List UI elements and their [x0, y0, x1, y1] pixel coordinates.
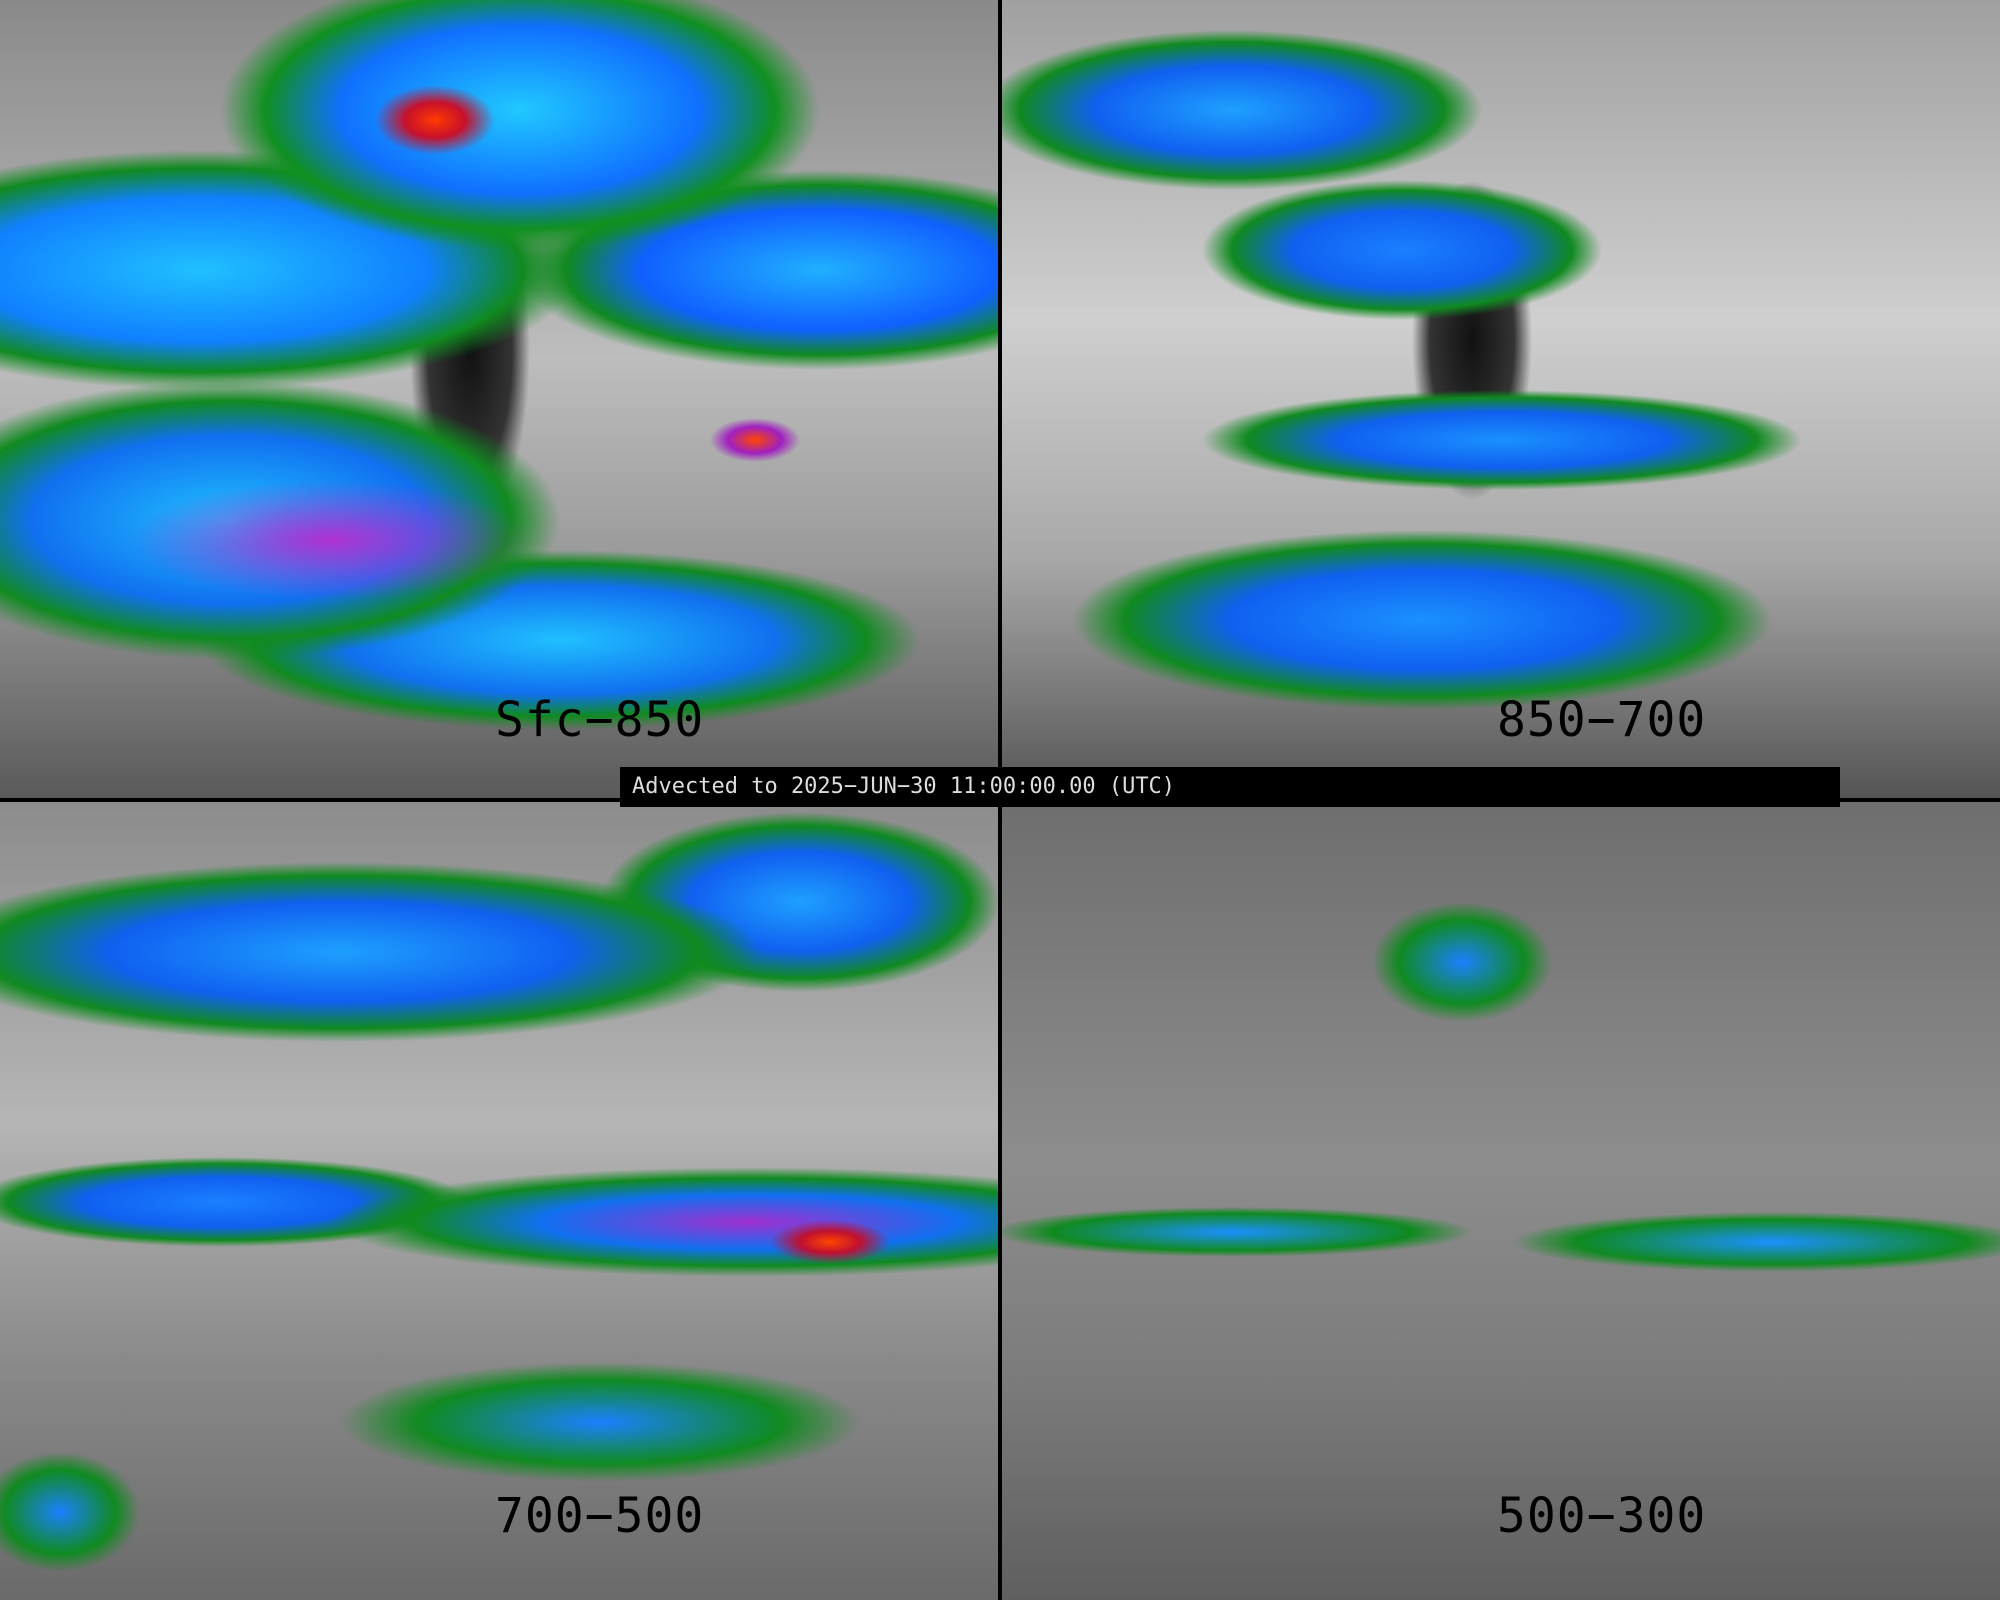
layer-label: 850−700: [1497, 692, 1707, 748]
map-panel-850-700: 850−700: [1002, 0, 2000, 798]
layer-label: 700−500: [495, 1488, 705, 1544]
layer-label: Sfc−850: [495, 692, 705, 748]
map-panel-700-500: 700−500: [0, 802, 998, 1600]
layer-label: 500−300: [1497, 1488, 1707, 1544]
map-panel-500-300: 500−300: [1002, 802, 2000, 1600]
map-panel-sfc-850: Sfc−850: [0, 0, 998, 798]
valid-time-banner: Advected to 2025−JUN−30 11:00:00.00 (UTC…: [620, 767, 1840, 807]
